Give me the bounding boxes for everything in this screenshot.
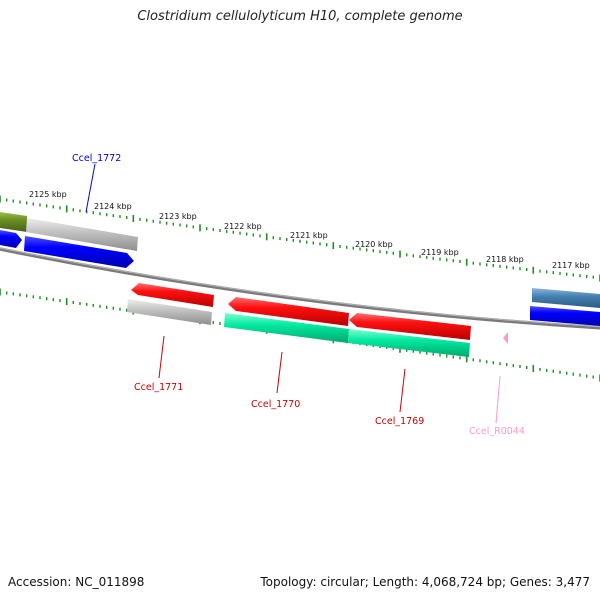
gene-labels: Ccel_1772 Ccel_1771 Ccel_1770 Ccel_1769 … — [72, 153, 525, 437]
forward-features — [0, 212, 600, 326]
accession-text: Accession: NC_011898 — [8, 575, 145, 589]
kbp-labels: 2125 kbp 2124 kbp 2123 kbp 2122 kbp 2121… — [29, 190, 590, 270]
leader-ccel-1769 — [399, 368, 406, 413]
steelblue-feature-right[interactable] — [532, 288, 600, 308]
label-ccel-1770[interactable]: Ccel_1770 — [251, 399, 300, 410]
kbp-label-2123: 2123 kbp — [159, 212, 197, 221]
kbp-label-2121: 2121 kbp — [290, 231, 328, 240]
leader-ccel-1772 — [85, 163, 96, 213]
leader-ccel-1771 — [158, 335, 165, 379]
topology-text: Topology: circular; Length: 4,068,724 bp… — [260, 575, 590, 589]
label-ccel-r0044[interactable]: Ccel_R0044 — [469, 426, 525, 437]
kbp-label-2117: 2117 kbp — [552, 261, 590, 270]
olive-feature[interactable] — [0, 212, 27, 232]
kbp-label-2119: 2119 kbp — [421, 248, 459, 257]
upper-tick-track — [0, 195, 600, 282]
leader-ccel-1770 — [276, 351, 283, 394]
label-ccel-1769[interactable]: Ccel_1769 — [375, 416, 424, 427]
kbp-label-2118: 2118 kbp — [486, 255, 524, 264]
grey-feature-1771[interactable] — [127, 299, 212, 325]
kbp-label-2124: 2124 kbp — [94, 202, 132, 211]
rrna-feature-ccel-r0044[interactable] — [503, 332, 508, 344]
gene-ccel-1771[interactable] — [131, 283, 214, 307]
teal-feature-1769[interactable] — [348, 329, 470, 357]
blue-feature-left-edge[interactable] — [0, 230, 22, 248]
teal-feature-1770[interactable] — [224, 313, 349, 343]
reverse-features — [127, 283, 508, 357]
label-ccel-1771[interactable]: Ccel_1771 — [134, 382, 183, 393]
gene-ccel-1772-grey[interactable] — [26, 218, 138, 251]
label-leaders — [85, 163, 501, 424]
kbp-label-2125: 2125 kbp — [29, 190, 67, 199]
leader-ccel-r0044 — [495, 375, 501, 424]
genome-backbone — [0, 247, 600, 330]
gene-ccel-1770[interactable] — [228, 297, 349, 326]
map-title: Clostridium cellulolyticum H10, complete… — [137, 9, 463, 24]
gene-ccel-1769[interactable] — [349, 313, 471, 340]
kbp-label-2120: 2120 kbp — [355, 240, 393, 249]
label-ccel-1772[interactable]: Ccel_1772 — [72, 153, 121, 164]
blue-feature-right[interactable] — [530, 306, 600, 326]
genome-backbone-highlight — [0, 247, 600, 328]
kbp-label-2122: 2122 kbp — [224, 222, 262, 231]
blue-feature-ccel-1772[interactable] — [24, 236, 134, 268]
